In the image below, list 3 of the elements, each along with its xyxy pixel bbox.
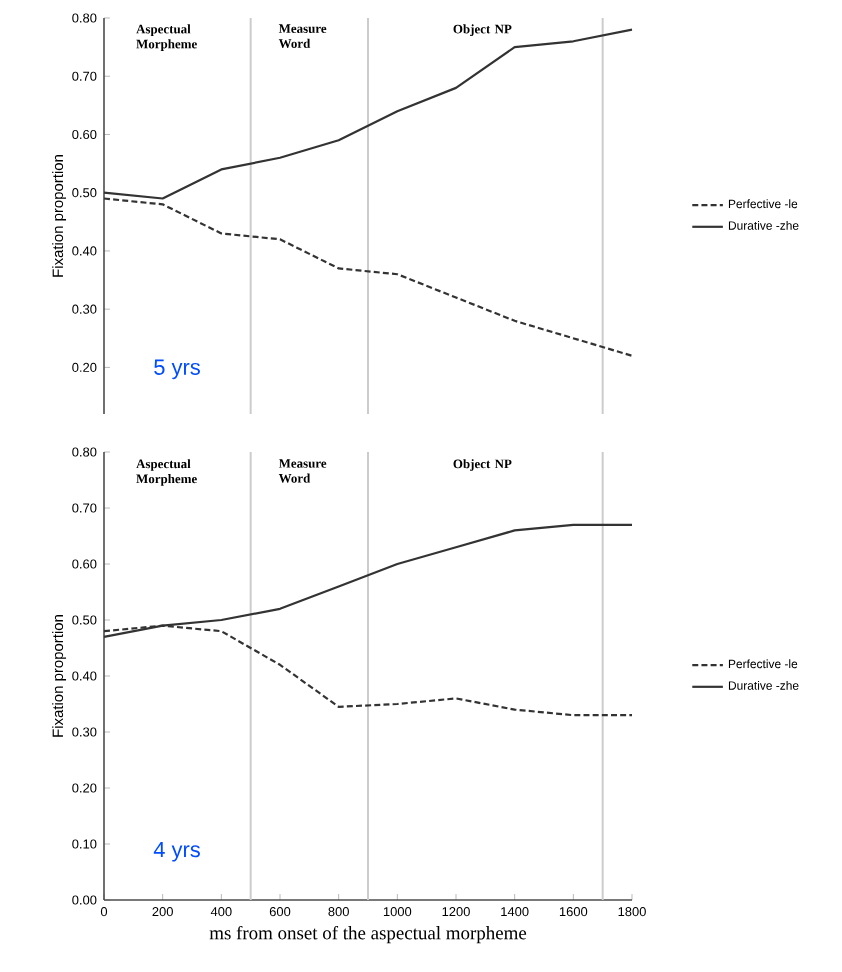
x-axis-title: ms from onset of the aspectual morpheme bbox=[209, 925, 527, 944]
annotation: 4 yrs bbox=[153, 841, 200, 862]
annotation: 5 yrs bbox=[154, 359, 200, 380]
